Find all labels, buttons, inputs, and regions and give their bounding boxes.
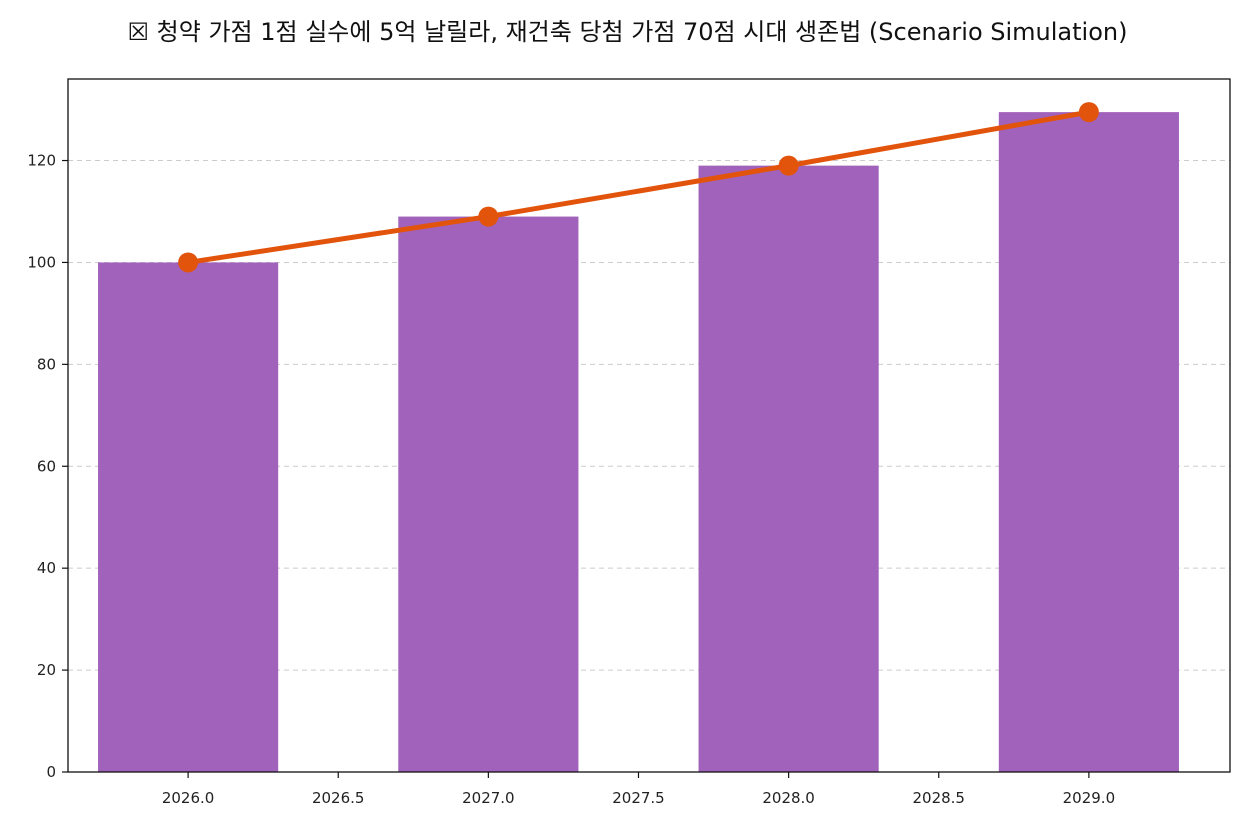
y-tick-label: 80 (37, 355, 56, 373)
y-tick-label: 40 (37, 559, 56, 577)
line-point (178, 252, 199, 273)
x-tick-label: 2028.5 (912, 789, 965, 807)
bar (398, 216, 579, 773)
y-tick-label: 60 (37, 457, 56, 475)
bar-series (98, 112, 1179, 773)
bar (698, 165, 879, 772)
y-tick-label: 100 (27, 253, 56, 271)
x-tick-label: 2026.0 (162, 789, 215, 807)
y-tick-label: 20 (37, 661, 56, 679)
bar (98, 262, 279, 772)
x-axis-ticks: 2026.0 2026.5 2027.0 2027.5 2028.0 2028.5 2029… (162, 772, 1115, 807)
line-point (778, 155, 799, 176)
line-series (178, 102, 1099, 273)
plot-frame (67, 78, 1231, 773)
chart-title: ☒ 청약 가점 1점 실수에 5억 날릴라, 재건축 당첨 가점 70점 시대 … (127, 18, 1128, 46)
y-axis-ticks: 0 20 40 60 80 100 120 (27, 152, 68, 781)
line-point (1078, 102, 1099, 123)
x-tick-label: 2026.5 (312, 789, 365, 807)
x-tick-label: 2027.5 (612, 789, 665, 807)
bar (998, 112, 1179, 772)
y-tick-label: 120 (27, 152, 56, 170)
x-tick-label: 2027.0 (462, 789, 515, 807)
series-line (185, 109, 1092, 265)
x-tick-label: 2029.0 (1063, 789, 1116, 807)
y-tick-label: 0 (46, 763, 56, 781)
x-tick-label: 2028.0 (762, 789, 815, 807)
line-point (478, 206, 499, 227)
